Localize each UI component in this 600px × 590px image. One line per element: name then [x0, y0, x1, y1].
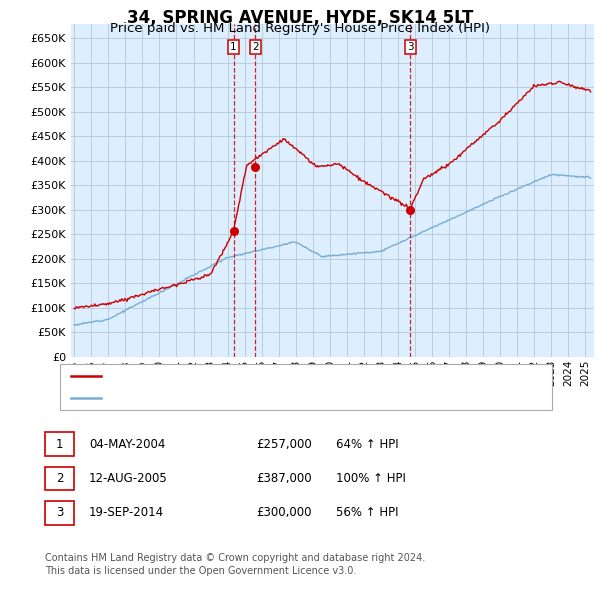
Text: 3: 3 — [407, 42, 413, 52]
Text: Contains HM Land Registry data © Crown copyright and database right 2024.: Contains HM Land Registry data © Crown c… — [45, 553, 425, 563]
Text: 12-AUG-2005: 12-AUG-2005 — [89, 472, 167, 485]
Text: £387,000: £387,000 — [256, 472, 312, 485]
Text: This data is licensed under the Open Government Licence v3.0.: This data is licensed under the Open Gov… — [45, 566, 356, 576]
Text: 34, SPRING AVENUE, HYDE, SK14 5LT (detached house): 34, SPRING AVENUE, HYDE, SK14 5LT (detac… — [107, 372, 415, 382]
Text: 100% ↑ HPI: 100% ↑ HPI — [336, 472, 406, 485]
Text: Price paid vs. HM Land Registry's House Price Index (HPI): Price paid vs. HM Land Registry's House … — [110, 22, 490, 35]
Text: 2: 2 — [56, 472, 63, 485]
Text: 64% ↑ HPI: 64% ↑ HPI — [336, 438, 398, 451]
Text: 3: 3 — [56, 506, 63, 519]
Text: £300,000: £300,000 — [257, 506, 312, 519]
Text: 04-MAY-2004: 04-MAY-2004 — [89, 438, 165, 451]
Text: 1: 1 — [230, 42, 237, 52]
Text: 2: 2 — [252, 42, 259, 52]
Text: £257,000: £257,000 — [256, 438, 312, 451]
Text: 1: 1 — [56, 438, 63, 451]
Text: 56% ↑ HPI: 56% ↑ HPI — [336, 506, 398, 519]
Text: 19-SEP-2014: 19-SEP-2014 — [89, 506, 164, 519]
Text: 34, SPRING AVENUE, HYDE, SK14 5LT: 34, SPRING AVENUE, HYDE, SK14 5LT — [127, 9, 473, 28]
Text: HPI: Average price, detached house, Tameside: HPI: Average price, detached house, Tame… — [107, 392, 365, 402]
